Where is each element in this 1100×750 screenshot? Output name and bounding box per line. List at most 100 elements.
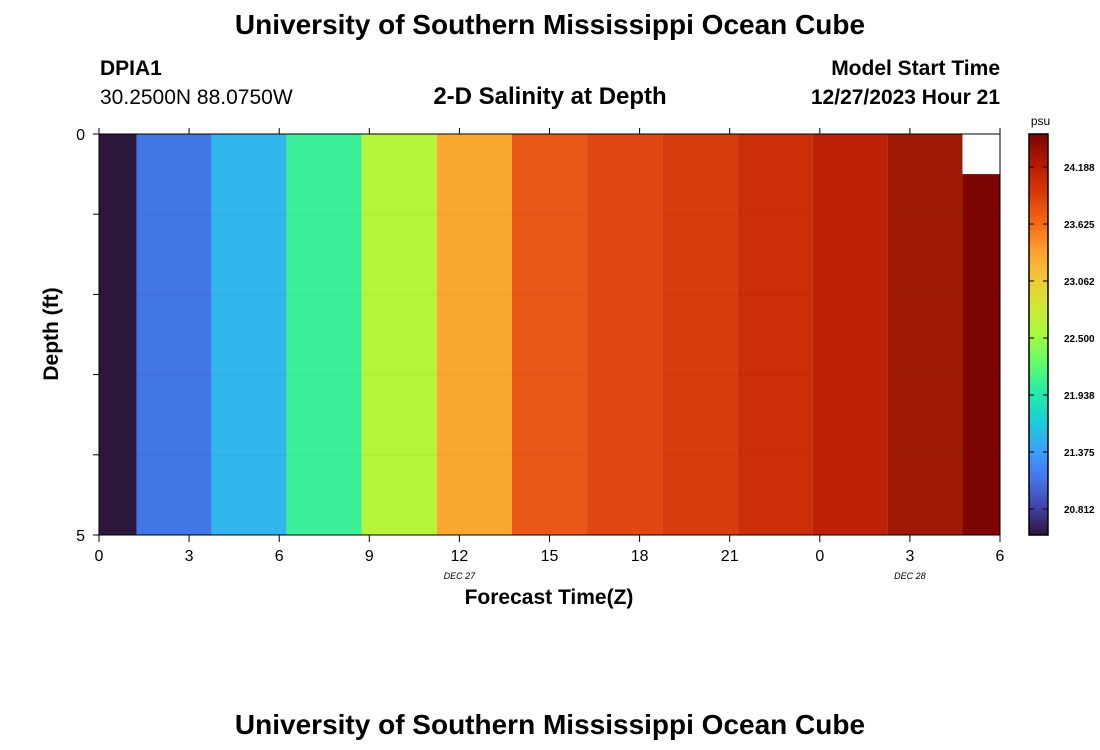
y-axis: 05 bbox=[76, 127, 99, 545]
x-tick-label: 12 bbox=[451, 548, 469, 565]
depth-band-line bbox=[587, 294, 662, 295]
heatmap-column-6 bbox=[511, 134, 588, 535]
depth-band-line bbox=[962, 375, 1000, 376]
depth-band-line bbox=[99, 375, 137, 376]
depth-band-line bbox=[99, 294, 137, 295]
colorbar-label: 20.812 bbox=[1064, 505, 1095, 516]
depth-band-line bbox=[737, 375, 812, 376]
colorbar-label: 23.625 bbox=[1064, 220, 1095, 231]
colorbar-unit: psu bbox=[1031, 114, 1050, 128]
x-tick-label: 0 bbox=[95, 548, 104, 565]
depth-band-line bbox=[887, 455, 962, 456]
depth-band-line bbox=[512, 455, 587, 456]
model-start-value: 12/27/2023 Hour 21 bbox=[810, 86, 1000, 109]
colorbar-label: 21.375 bbox=[1064, 448, 1095, 459]
heatmap-column-0 bbox=[99, 134, 137, 535]
depth-band-line bbox=[962, 455, 1000, 456]
heatmap-cells bbox=[99, 134, 1000, 535]
model-start-label: Model Start Time bbox=[831, 57, 1000, 80]
depth-band-line bbox=[962, 294, 1000, 295]
depth-band-line bbox=[137, 294, 212, 295]
heatmap-column-5 bbox=[436, 134, 512, 535]
colorbar-label: 21.938 bbox=[1064, 391, 1095, 402]
heatmap-column-1 bbox=[136, 134, 212, 535]
colorbar-label: 22.500 bbox=[1064, 334, 1095, 345]
depth-band-line bbox=[212, 455, 287, 456]
y-tick-label: 0 bbox=[76, 127, 85, 144]
depth-band-line bbox=[737, 455, 812, 456]
footer-title: University of Southern Mississippi Ocean… bbox=[234, 709, 866, 740]
heatmap-column-8 bbox=[662, 134, 738, 535]
depth-band-line bbox=[212, 214, 287, 215]
heatmap-column-11 bbox=[887, 134, 963, 535]
depth-band-line bbox=[137, 214, 212, 215]
heatmap-column-10 bbox=[812, 134, 888, 535]
x-tick-label: 21 bbox=[721, 548, 739, 565]
x-tick-label: 3 bbox=[185, 548, 194, 565]
colorbar-scale bbox=[1028, 133, 1049, 536]
depth-band-line bbox=[737, 214, 812, 215]
heatmap-column-2 bbox=[211, 134, 287, 535]
date-label: DEC 27 bbox=[444, 571, 477, 581]
depth-band-line bbox=[137, 375, 212, 376]
depth-band-line bbox=[437, 214, 512, 215]
x-tick-label: 0 bbox=[815, 548, 824, 565]
depth-band-line bbox=[437, 375, 512, 376]
depth-band-line bbox=[587, 455, 662, 456]
date-label: DEC 28 bbox=[894, 571, 926, 581]
depth-band-line bbox=[512, 375, 587, 376]
colorbar-label: 23.062 bbox=[1064, 277, 1095, 288]
depth-band-line bbox=[662, 214, 737, 215]
depth-band-line bbox=[437, 294, 512, 295]
depth-band-line bbox=[512, 294, 587, 295]
heatmap-column-3 bbox=[286, 134, 362, 535]
depth-band-line bbox=[212, 375, 287, 376]
depth-band-line bbox=[512, 214, 587, 215]
x-axis: 0 3 6 9 12 15 18 21 0 3 6 DEC 27 DEC 28 bbox=[95, 128, 1005, 581]
y-axis-label: Depth (ft) bbox=[40, 287, 63, 380]
depth-band-line bbox=[887, 294, 962, 295]
heatmap-column-12 bbox=[962, 174, 1000, 535]
depth-band-line bbox=[137, 455, 212, 456]
y-tick-label: 5 bbox=[76, 528, 85, 545]
depth-band-line bbox=[887, 375, 962, 376]
depth-band-line bbox=[287, 294, 362, 295]
depth-band-line bbox=[287, 455, 362, 456]
depth-band-line bbox=[587, 214, 662, 215]
depth-band-line bbox=[812, 294, 887, 295]
heatmap-column-7 bbox=[587, 134, 663, 535]
depth-band-line bbox=[812, 214, 887, 215]
depth-band-line bbox=[362, 294, 437, 295]
x-axis-label: Forecast Time(Z) bbox=[465, 586, 634, 609]
colorbar-label: 24.188 bbox=[1064, 163, 1095, 174]
depth-band-line bbox=[662, 294, 737, 295]
colorbar: psu 24.188 23.625 23.062 22.500 21.938 21.375 2… bbox=[1028, 114, 1095, 536]
depth-band-line bbox=[812, 375, 887, 376]
depth-band-line bbox=[287, 375, 362, 376]
depth-band-line bbox=[437, 455, 512, 456]
x-tick-label: 6 bbox=[996, 548, 1005, 565]
depth-band-line bbox=[362, 455, 437, 456]
x-tick-label: 6 bbox=[275, 548, 284, 565]
chart-title: 2-D Salinity at Depth bbox=[433, 83, 667, 110]
heatmap-column-4 bbox=[361, 134, 437, 535]
depth-band-line bbox=[362, 214, 437, 215]
depth-band-line bbox=[812, 455, 887, 456]
depth-band-line bbox=[99, 455, 137, 456]
depth-band-line bbox=[99, 214, 137, 215]
x-tick-label: 3 bbox=[905, 548, 914, 565]
depth-band-line bbox=[587, 375, 662, 376]
depth-band-line bbox=[362, 375, 437, 376]
depth-band-line bbox=[962, 214, 1000, 215]
x-tick-label: 15 bbox=[541, 548, 559, 565]
depth-band-line bbox=[212, 294, 287, 295]
depth-band-line bbox=[737, 294, 812, 295]
station-coordinates: 30.2500N 88.0750W bbox=[100, 86, 293, 109]
x-tick-label: 18 bbox=[631, 548, 649, 565]
page-title: University of Southern Mississippi Ocean… bbox=[234, 9, 866, 40]
heatmap-column-9 bbox=[737, 134, 813, 535]
depth-band-line bbox=[662, 455, 737, 456]
station-id: DPIA1 bbox=[100, 57, 162, 80]
depth-band-line bbox=[887, 214, 962, 215]
